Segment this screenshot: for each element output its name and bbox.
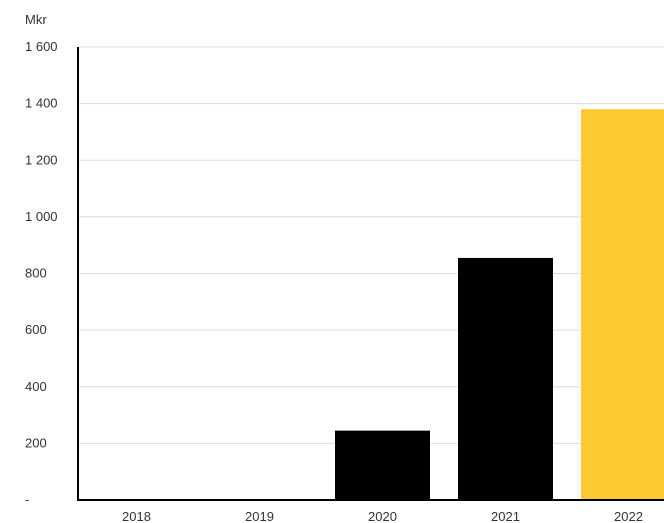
x-tick-label: 2018 (122, 509, 151, 523)
y-tick-label: 200 (25, 435, 47, 450)
bar-2021 (458, 257, 553, 500)
bar-2022 (581, 109, 664, 500)
y-tick-label: 1 600 (25, 39, 58, 54)
y-tick-label: 600 (25, 322, 47, 337)
x-tick-label: 2021 (491, 509, 520, 523)
y-tick-label: 1 000 (25, 209, 58, 224)
x-tick-label: 2022 (614, 509, 643, 523)
bars (335, 109, 664, 500)
y-tick-label: 1 200 (25, 152, 58, 167)
x-tick-label: 2020 (368, 509, 397, 523)
y-tick-label: 1 400 (25, 96, 58, 111)
x-tick-labels: 2018 2019 2020 2021 2022 (122, 509, 643, 523)
x-tick-label: 2019 (245, 509, 274, 523)
y-tick-labels: - 200 400 600 800 1 000 1 200 1 400 1 600 (25, 39, 58, 507)
y-tick-label: 400 (25, 379, 47, 394)
gridlines (78, 46, 664, 444)
y-tick-label: - (25, 492, 29, 507)
y-unit-label: Mkr (25, 12, 47, 27)
bar-2020 (335, 430, 430, 500)
y-tick-label: 800 (25, 266, 47, 281)
